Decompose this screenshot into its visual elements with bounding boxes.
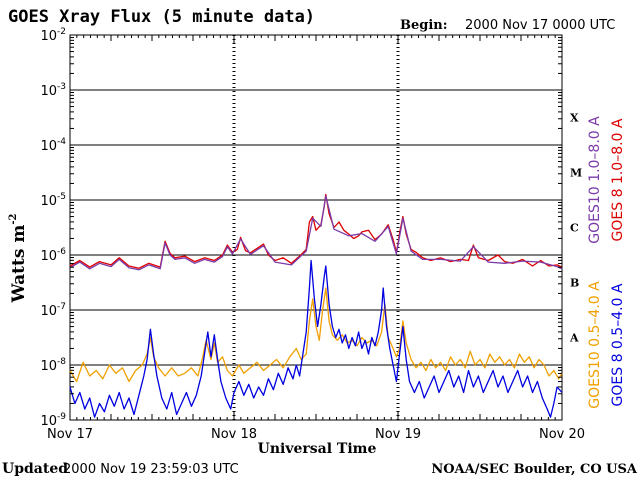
flare-class-b: B [570,277,579,290]
series-line [69,193,563,269]
series-line [69,287,563,383]
legend-label: GOES10 0.5–4.0 A [587,281,603,409]
ticks-layer [69,35,563,420]
legend-label: GOES 8 0.5–4.0 A [610,283,626,406]
flare-class-m: M [570,167,582,180]
y-axis-label-exp: -2 [8,213,19,224]
y-tick-label: 10-2 [40,27,66,44]
y-tick-label: 10-8 [40,357,66,374]
x-tick-label: Nov 17 [47,427,93,442]
y-axis-label-base: Watts m [9,225,29,304]
legend: GOES10 1.0–8.0 A GOES 8 1.0–8.0 A GOES10 0… [587,116,626,409]
updated-value: 2000 Nov 19 23:59:03 UTC [63,462,239,477]
series-line [69,259,563,418]
y-tick-label: 10-4 [40,137,66,154]
chart-title: GOES Xray Flux (5 minute data) [8,7,315,27]
flare-class-x: X [570,112,579,125]
svg-text:Watts m-2: Watts m-2 [8,213,29,303]
flare-class-labels: A B C M X [569,112,582,345]
updated-label: Updated [2,461,68,477]
tick-labels-layer: 10-9 10-8 10-7 10-6 10-5 10-4 10-3 10-2 Nov 17 No… [40,27,585,442]
legend-entry: GOES 8 0.5–4.0 A [610,283,626,406]
y-tick-label: 10-3 [40,82,66,99]
x-tick-label: Nov 19 [375,427,421,442]
y-tick-label: 10-5 [40,192,66,209]
x-axis-title: Universal Time [258,441,377,457]
y-tick-label: 10-6 [40,247,66,264]
series-line [69,195,563,271]
legend-entry: GOES10 0.5–4.0 A [587,281,603,409]
legend-label: GOES10 1.0–8.0 A [587,116,603,244]
flare-class-c: C [570,222,579,235]
credit-text: NOAA/SEC Boulder, CO USA [431,462,638,477]
series-layer [69,193,563,418]
x-tick-label: Nov 20 [539,427,585,442]
flare-class-a: A [569,332,579,345]
begin-value: 2000 Nov 17 0000 UTC [465,18,615,33]
legend-label: GOES 8 1.0–8.0 A [610,118,626,241]
legend-entry: GOES 8 1.0–8.0 A [610,118,626,241]
x-tick-label: Nov 18 [211,427,257,442]
y-tick-label: 10-9 [40,412,66,429]
y-tick-label: 10-7 [40,302,66,319]
legend-entry: GOES10 1.0–8.0 A [587,116,603,244]
y-axis-title: Watts m-2 [8,213,29,303]
begin-label: Begin: [400,18,448,33]
